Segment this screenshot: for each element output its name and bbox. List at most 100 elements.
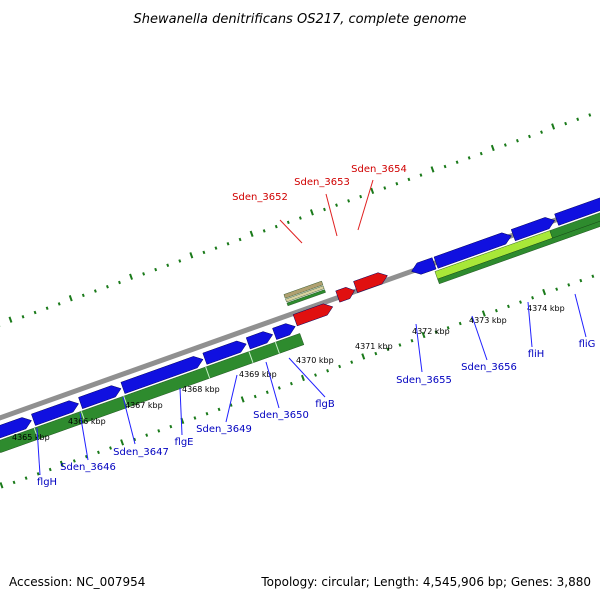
rna-band-green bbox=[286, 289, 326, 307]
inner-tick bbox=[361, 353, 366, 360]
outer-tick bbox=[33, 310, 37, 315]
inner-tick bbox=[507, 304, 510, 309]
cds-gene[interactable] bbox=[554, 194, 600, 226]
outer-tick bbox=[298, 216, 302, 220]
gene-label[interactable]: flgB bbox=[315, 399, 335, 410]
gene-label[interactable]: Sden_3652 bbox=[232, 192, 288, 203]
cds-gene[interactable] bbox=[411, 257, 437, 275]
outer-tick bbox=[226, 242, 230, 246]
cds-gene-red[interactable] bbox=[292, 303, 334, 327]
inner-tick bbox=[410, 338, 414, 343]
gene-label[interactable]: Sden_3646 bbox=[60, 462, 116, 473]
cds-gene[interactable] bbox=[272, 323, 296, 340]
outer-tick bbox=[576, 117, 580, 122]
gene-leader-line bbox=[225, 374, 238, 423]
gene-leader-line bbox=[122, 396, 136, 445]
inner-tick bbox=[109, 446, 112, 450]
gc-band-divider bbox=[123, 395, 129, 408]
cds-gene[interactable] bbox=[31, 400, 79, 426]
gene-label[interactable]: Sden_3656 bbox=[461, 362, 517, 373]
gene-label[interactable]: fliH bbox=[528, 349, 545, 360]
position-label: 4366 kbp bbox=[68, 417, 106, 426]
outer-tick bbox=[551, 123, 556, 130]
outer-tick bbox=[214, 246, 218, 250]
gc-skew-band bbox=[549, 212, 600, 239]
outer-tick bbox=[249, 230, 254, 237]
inner-tick bbox=[519, 300, 522, 304]
gene-label[interactable]: flgE bbox=[175, 437, 194, 448]
outer-tick bbox=[359, 194, 363, 199]
outer-tick bbox=[105, 284, 109, 289]
outer-tick bbox=[443, 164, 447, 169]
position-label: 4369 kbp bbox=[239, 370, 277, 379]
inner-tick bbox=[350, 360, 354, 364]
inner-tick bbox=[338, 364, 342, 369]
outer-tick bbox=[455, 160, 459, 164]
backbone-line bbox=[0, 201, 600, 421]
outer-tick bbox=[467, 156, 471, 160]
inner-tick bbox=[398, 343, 402, 347]
inner-tick bbox=[458, 321, 462, 326]
inner-tick bbox=[374, 351, 378, 356]
inner-tick bbox=[97, 450, 100, 455]
outer-tick bbox=[528, 134, 531, 139]
inner-tick bbox=[494, 308, 498, 313]
cds-gene[interactable] bbox=[0, 417, 32, 440]
outer-tick bbox=[189, 252, 194, 259]
inner-tick-track bbox=[0, 274, 595, 489]
inner-tick bbox=[481, 310, 486, 317]
gene-label[interactable]: Sden_3649 bbox=[196, 424, 252, 435]
inner-tick bbox=[217, 407, 221, 412]
cds-gene-red[interactable] bbox=[335, 287, 355, 303]
inner-tick bbox=[24, 476, 28, 480]
inner-tick bbox=[314, 373, 317, 377]
inner-tick bbox=[169, 424, 173, 429]
cds-gene[interactable] bbox=[433, 232, 512, 269]
cds-gene[interactable] bbox=[510, 217, 556, 242]
inner-tick bbox=[289, 381, 293, 386]
inner-tick bbox=[157, 429, 161, 433]
gene-label[interactable]: Sden_3653 bbox=[294, 177, 350, 188]
gene-label[interactable]: Sden_3650 bbox=[253, 410, 309, 421]
outer-tick bbox=[262, 229, 266, 233]
outer-tick bbox=[178, 259, 182, 263]
gene-leader-line bbox=[288, 357, 326, 398]
inner-tick bbox=[542, 288, 547, 296]
cds-gene[interactable] bbox=[202, 340, 247, 365]
cds-gene[interactable] bbox=[78, 385, 122, 410]
position-label: 4374 kbp bbox=[527, 304, 565, 313]
outer-tick bbox=[347, 199, 351, 203]
outer-tick bbox=[395, 181, 399, 186]
map-title: Shewanella denitrificans OS217, complete… bbox=[134, 12, 467, 27]
outer-tick bbox=[274, 224, 278, 229]
inner-tick bbox=[579, 278, 583, 283]
gene-label[interactable]: Sden_3654 bbox=[351, 164, 407, 175]
rna-band bbox=[283, 280, 324, 299]
gene-leader-line bbox=[179, 387, 183, 436]
gene-label[interactable]: Sden_3655 bbox=[396, 375, 452, 386]
gc-band-divider bbox=[205, 366, 211, 379]
gene-label[interactable]: flgH bbox=[37, 477, 57, 488]
genome-summary-text: Topology: circular; Length: 4,545,906 bp… bbox=[260, 575, 591, 589]
position-label: 4373 kbp bbox=[469, 316, 507, 325]
inner-tick bbox=[36, 472, 40, 476]
inner-tick bbox=[301, 374, 305, 382]
outer-tick bbox=[540, 130, 543, 134]
cds-gene[interactable] bbox=[120, 356, 204, 394]
outer-tick bbox=[286, 220, 290, 225]
rna-band-light bbox=[285, 285, 325, 303]
gc-band-divider bbox=[248, 351, 254, 363]
outer-tick bbox=[238, 237, 242, 242]
inner-tick bbox=[421, 331, 426, 339]
cds-gene-red[interactable] bbox=[353, 272, 388, 294]
outer-tick bbox=[166, 263, 170, 268]
inner-tick bbox=[591, 274, 595, 279]
inner-tick bbox=[0, 482, 4, 489]
outer-tick bbox=[118, 280, 121, 285]
gene-label[interactable]: fliG bbox=[579, 339, 596, 350]
inner-tick bbox=[240, 396, 245, 403]
position-labels: 4365 kbp 4366 kbp 4367 kbp 4368 kbp 4369 kbp… bbox=[12, 304, 565, 442]
gene-leader-line bbox=[279, 219, 303, 244]
cds-gene[interactable] bbox=[245, 331, 274, 350]
gene-label[interactable]: Sden_3647 bbox=[113, 447, 169, 458]
